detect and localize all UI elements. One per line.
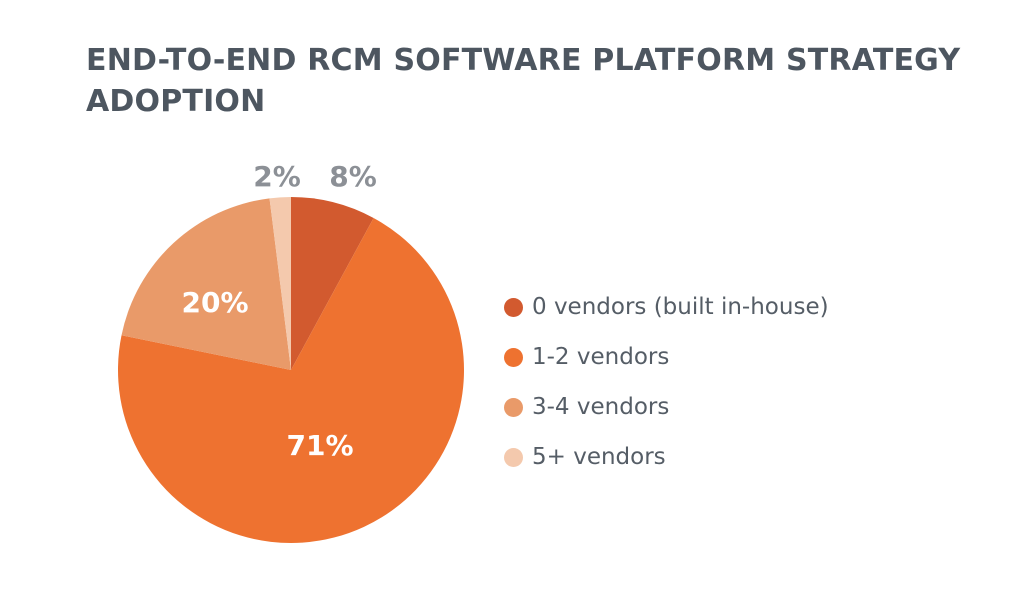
legend-item: 5+ vendors — [504, 432, 829, 482]
legend-swatch — [504, 297, 523, 317]
legend-swatch — [504, 397, 523, 417]
legend-item: 1-2 vendors — [504, 332, 829, 382]
data-label: 20% — [181, 286, 248, 319]
pie-slice — [117, 217, 465, 544]
data-label: 71% — [286, 429, 353, 462]
pie-slice — [291, 197, 374, 370]
legend-item: 0 vendors (built in-house) — [504, 282, 829, 332]
data-label: 2% — [253, 160, 301, 193]
legend-label: 3-4 vendors — [532, 394, 670, 420]
legend-label: 5+ vendors — [532, 444, 666, 470]
data-label: 8% — [329, 160, 377, 193]
pie-slice — [121, 198, 292, 370]
legend-label: 1-2 vendors — [532, 344, 670, 370]
legend-item: 3-4 vendors — [504, 382, 829, 432]
chart-title: END-TO-END RCM SOFTWARE PLATFORM STRATEG… — [86, 43, 961, 119]
legend-swatch — [504, 347, 523, 367]
pie-slice — [269, 197, 291, 370]
legend-label: 0 vendors (built in-house) — [532, 294, 829, 320]
legend-swatch — [504, 447, 523, 467]
legend: 0 vendors (built in-house) 1-2 vendors 3… — [504, 282, 829, 482]
